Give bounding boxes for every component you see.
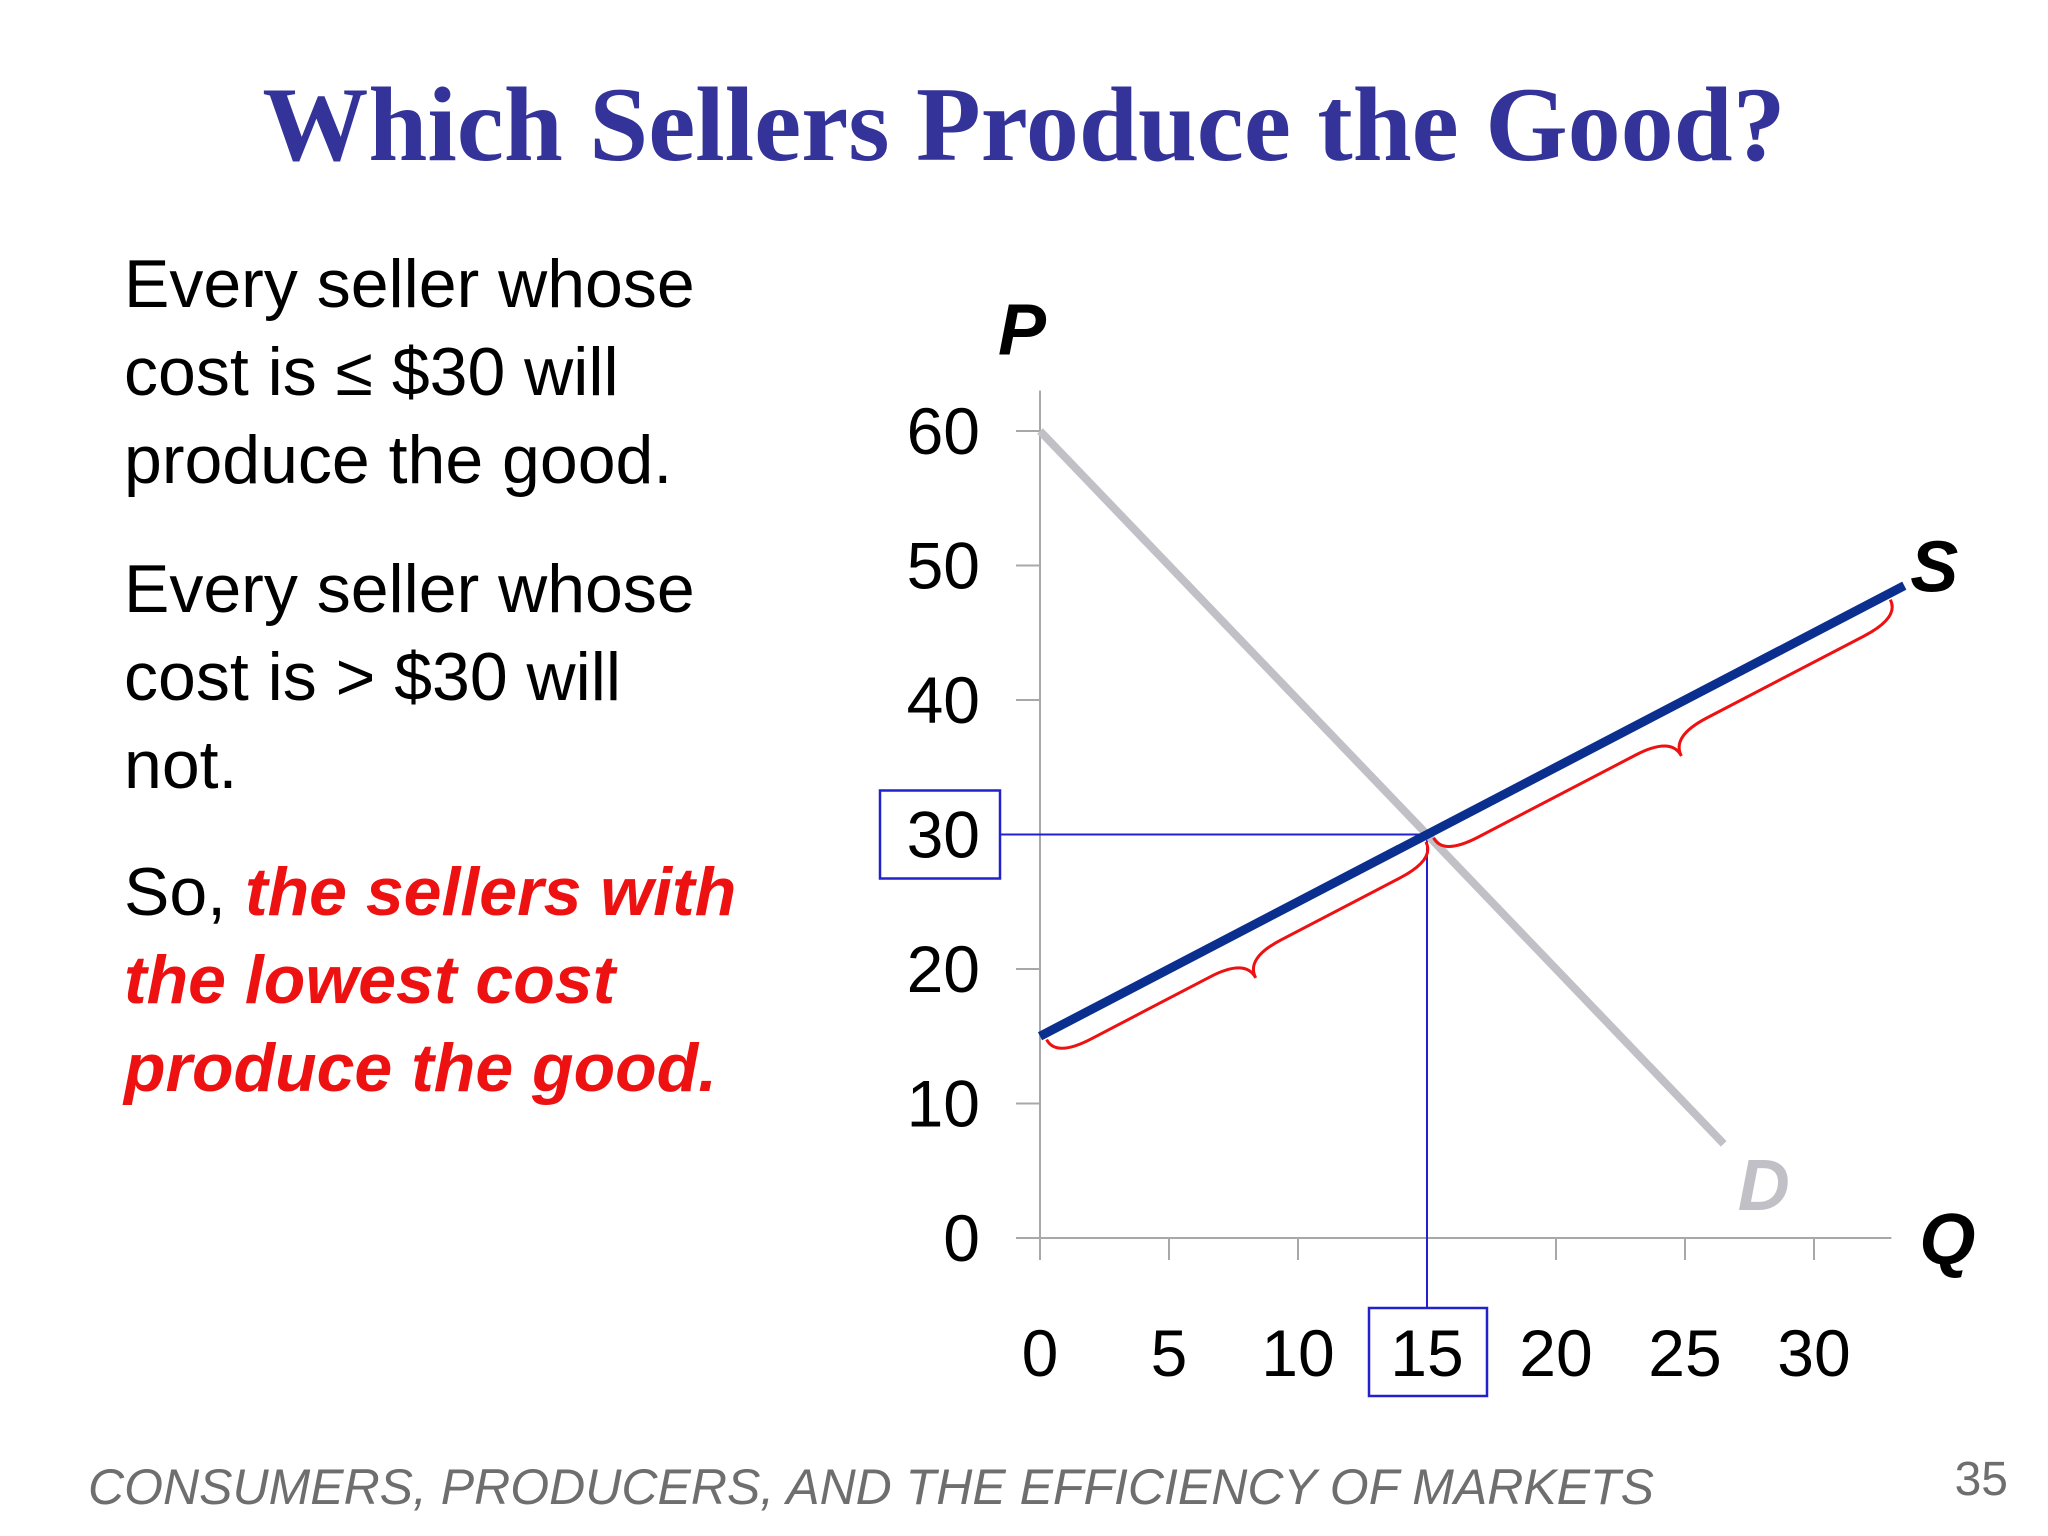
conclusion-prefix: So, <box>124 854 245 930</box>
y-tick-label: 30 <box>907 798 980 872</box>
page-number: 35 <box>1954 1453 2008 1506</box>
x-tick-label: 5 <box>1151 1316 1188 1390</box>
conclusion-emphasis: the lowest cost <box>124 942 616 1018</box>
conclusion-emphasis: produce the good. <box>124 1030 718 1106</box>
x-axis-title: Q <box>1919 1200 1975 1280</box>
cost-brace <box>1432 599 1894 848</box>
x-tick-label: 0 <box>1022 1316 1059 1390</box>
cost-brace <box>1045 841 1430 1050</box>
footer-text: CONSUMERS, PRODUCERS, AND THE EFFICIENCY… <box>88 1459 1654 1515</box>
supply-curve-label: S <box>1910 528 1958 608</box>
demand-curve <box>1037 428 1727 1147</box>
paragraph-conclusion: So, the sellers with the lowest cost pro… <box>124 848 736 1112</box>
paragraph-produce: Every seller whose cost is ≤ $30 will pr… <box>124 240 695 504</box>
y-tick-label: 10 <box>907 1067 980 1141</box>
y-tick-label: 20 <box>907 932 980 1006</box>
supply-curve <box>1037 581 1907 1041</box>
cost-braces <box>1045 599 1894 1050</box>
y-tick-label: 0 <box>943 1201 980 1275</box>
x-tick-label: 15 <box>1390 1316 1463 1390</box>
y-tick-label: 60 <box>907 394 980 468</box>
paragraph-line: Every seller whose <box>124 551 695 627</box>
demand-curve-label: D <box>1738 1146 1790 1226</box>
x-tick-label: 10 <box>1261 1316 1334 1390</box>
y-axis-title: P <box>998 291 1047 371</box>
slide-title: Which Sellers Produce the Good? <box>262 66 1786 183</box>
paragraph-line: produce the good. <box>124 422 673 498</box>
paragraph-line: cost is ≤ $30 will <box>124 334 619 410</box>
paragraph-line: Every seller whose <box>124 246 695 322</box>
paragraph-line: cost is > $30 will <box>124 639 621 715</box>
conclusion-emphasis: the sellers with <box>244 854 737 930</box>
paragraph-line: So, the sellers with <box>124 848 736 936</box>
equilibrium-lines <box>878 789 1489 1398</box>
paragraph-line: not. <box>124 727 238 803</box>
quantity-highlight-box <box>1367 1306 1489 1398</box>
x-tick-label: 20 <box>1519 1316 1592 1390</box>
y-tick-label: 50 <box>907 529 980 603</box>
chart-curves <box>1037 428 1907 1147</box>
paragraph-not-produce: Every seller whose cost is > $30 will no… <box>124 545 695 809</box>
x-tick-label: 30 <box>1777 1316 1850 1390</box>
chart-labels: 0 10 20 30 40 50 60 0 5 10 15 20 25 30 P Q S D <box>907 291 1976 1390</box>
price-highlight-box <box>878 789 1002 880</box>
x-tick-label: 25 <box>1648 1316 1721 1390</box>
y-tick-label: 40 <box>907 663 980 737</box>
